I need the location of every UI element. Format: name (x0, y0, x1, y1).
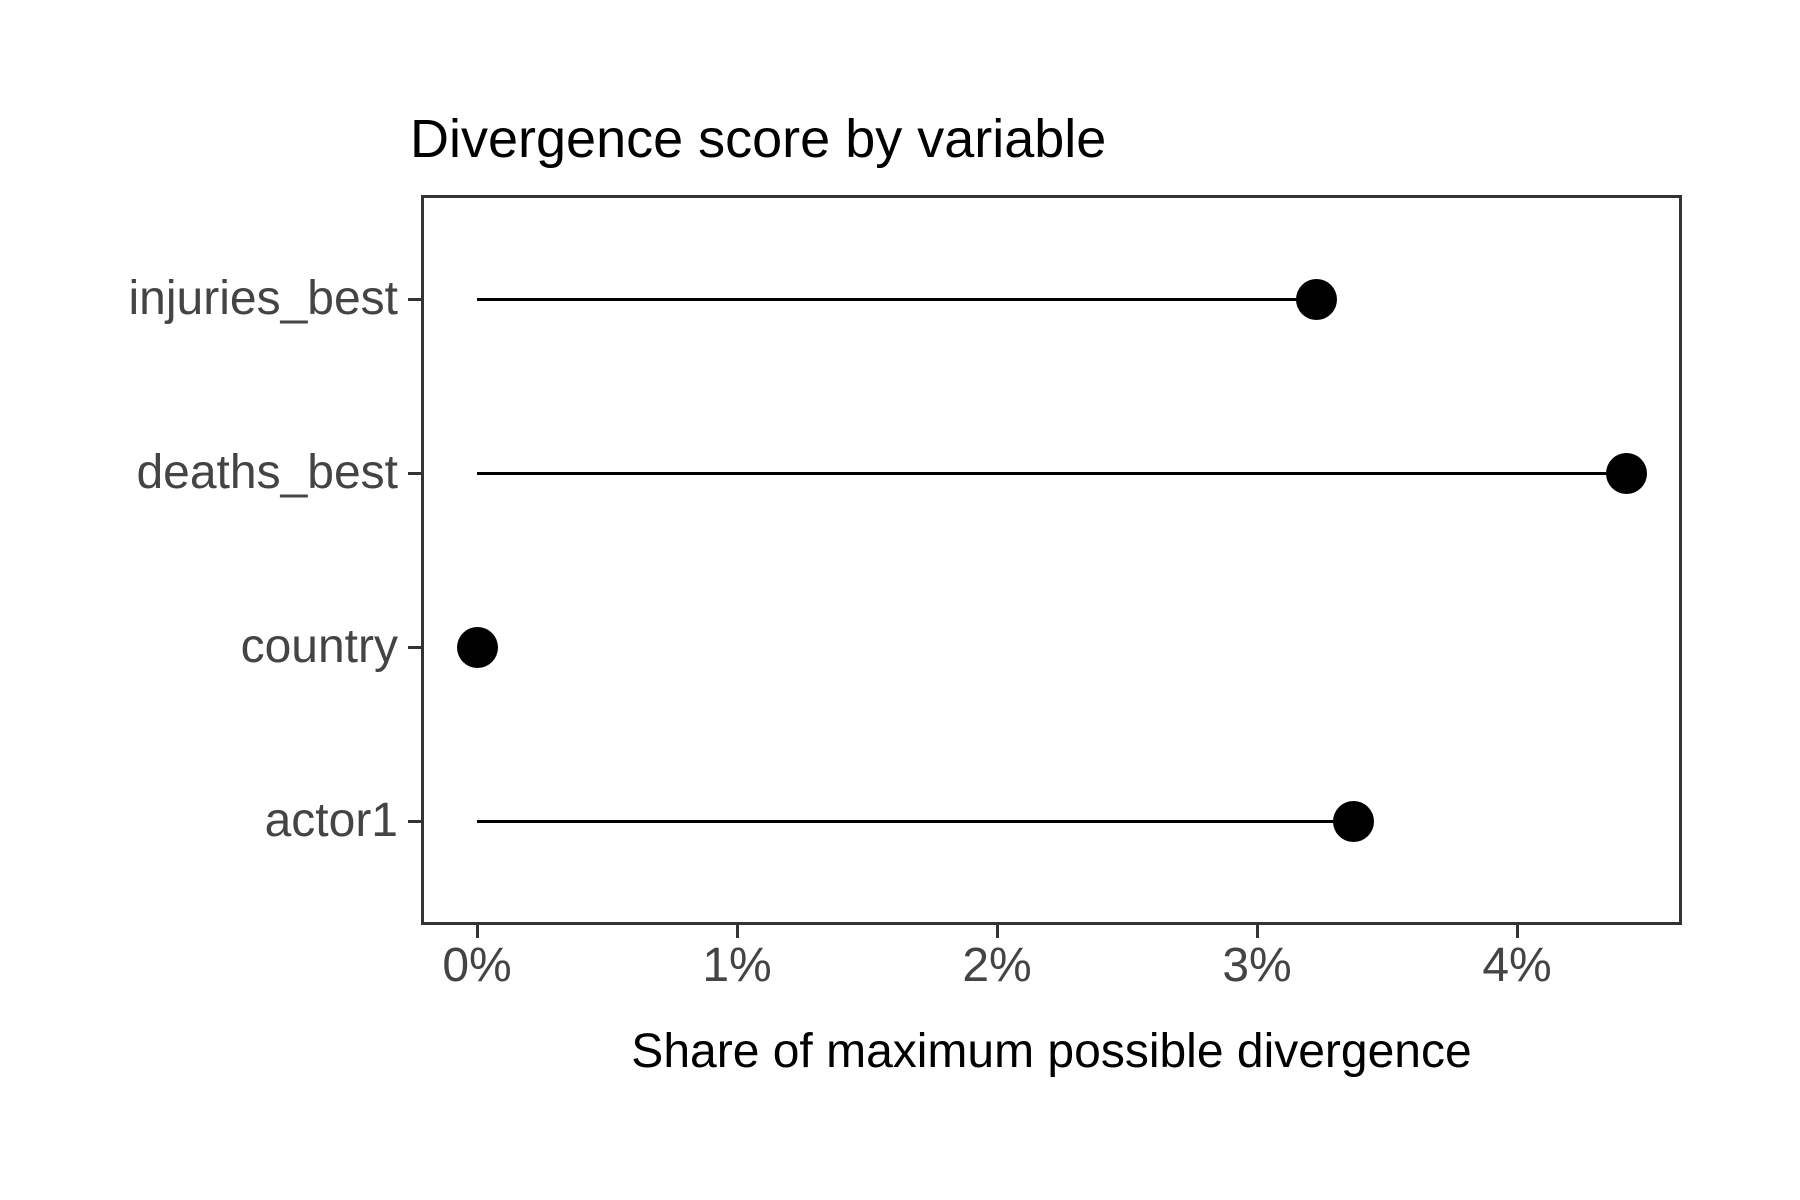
category-label: country (240, 620, 398, 673)
x-axis-tick-label: 0% (442, 939, 512, 992)
data-point (1605, 452, 1647, 494)
y-axis-tick (408, 471, 421, 475)
category-label: injuries_best (128, 272, 398, 325)
y-axis-tick (408, 297, 421, 301)
x-axis-tick (995, 925, 999, 938)
x-axis-tick (1255, 925, 1259, 938)
x-axis-tick-label: 1% (702, 939, 772, 992)
x-axis-tick-label: 3% (1222, 939, 1292, 992)
x-axis-title: Share of maximum possible divergence (631, 1025, 1472, 1078)
x-axis-tick (735, 925, 739, 938)
y-axis-tick (408, 819, 421, 823)
lollipop-stem (477, 819, 1354, 823)
x-axis-tick (475, 925, 479, 938)
data-point (456, 626, 498, 668)
x-axis-tick-label: 2% (962, 939, 1032, 992)
data-point (1296, 278, 1338, 320)
lollipop-stem (477, 297, 1317, 301)
x-axis-tick (1515, 925, 1519, 938)
category-label: deaths_best (136, 446, 398, 499)
x-axis-tick-label: 4% (1482, 939, 1552, 992)
category-label: actor1 (264, 794, 398, 847)
plot-panel (421, 195, 1682, 925)
chart-title: Divergence score by variable (410, 109, 1107, 169)
data-point (1332, 800, 1374, 842)
lollipop-stem (477, 471, 1627, 475)
y-axis-tick (408, 645, 421, 649)
